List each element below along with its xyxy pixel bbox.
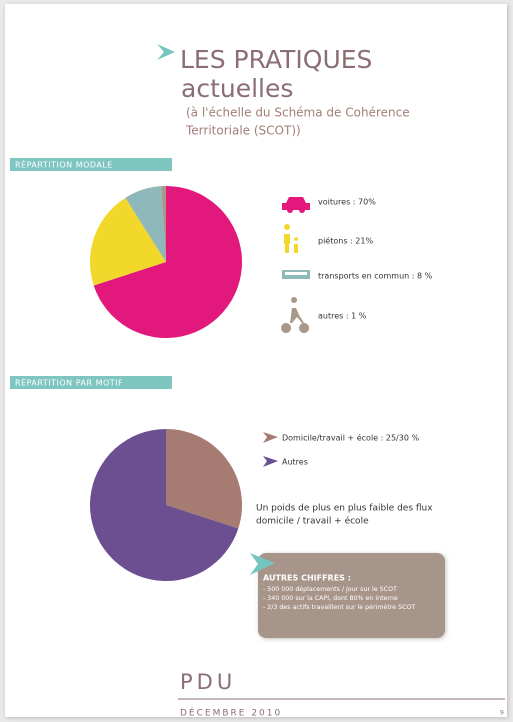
note: domicile / travail + école: [256, 516, 369, 527]
callout-title: AUTRES CHIFFRES :: [263, 574, 351, 583]
legend-label: voitures : 70%: [318, 198, 376, 207]
legend-icon: [281, 297, 310, 333]
callout-line: - 2/3 des actifs travaillent sur le péri…: [263, 603, 416, 611]
subtitle: (à l'échelle du Schéma de Cohérence: [186, 106, 410, 120]
subtitle: Territoriale (SCOT)): [185, 124, 301, 138]
callout-box: [258, 553, 445, 638]
section-band: [10, 376, 172, 389]
pie-slice: [90, 429, 239, 581]
pie-slice: [93, 186, 243, 338]
legend-label: Domicile/travail + école : 25/30 %: [282, 433, 419, 443]
footer-brand: PDU: [180, 670, 236, 694]
pie-slice: [90, 197, 166, 286]
pie-slice: [166, 429, 242, 529]
section-title: RÉPARTITION MODALE: [15, 159, 113, 170]
callout-line: - 500 000 déplacements / jour sur le SCO…: [263, 585, 397, 593]
legend-icon: [282, 197, 310, 213]
legend-label: transports en commun : 8 %: [318, 272, 433, 281]
pie-slice: [125, 186, 166, 262]
title-line2: actuelles: [181, 74, 293, 103]
footer-date: DÉCEMBRE 2010: [180, 707, 282, 719]
title-arrow: [157, 44, 175, 60]
pie-slice: [161, 186, 166, 262]
page-number: 9: [500, 710, 504, 717]
legend-label: autres : 1 %: [318, 312, 367, 321]
section-band: [10, 158, 172, 171]
note: Un poids de plus en plus faible des flux: [256, 504, 433, 514]
callout-line: - 340 000 sur la CAPI, dont 80% en inter…: [263, 595, 398, 602]
legend-label: Autres: [282, 458, 308, 467]
legend-icon: [282, 270, 310, 279]
section-title: RÉPARTITION PAR MOTIF: [15, 377, 123, 388]
callout-arrow: [250, 553, 275, 575]
legend-icon: [263, 456, 278, 467]
legend-label: piétons : 21%: [318, 236, 373, 246]
legend-icon: [263, 432, 278, 443]
legend-icon: [284, 224, 299, 253]
title: LES PRATIQUES: [180, 45, 372, 74]
